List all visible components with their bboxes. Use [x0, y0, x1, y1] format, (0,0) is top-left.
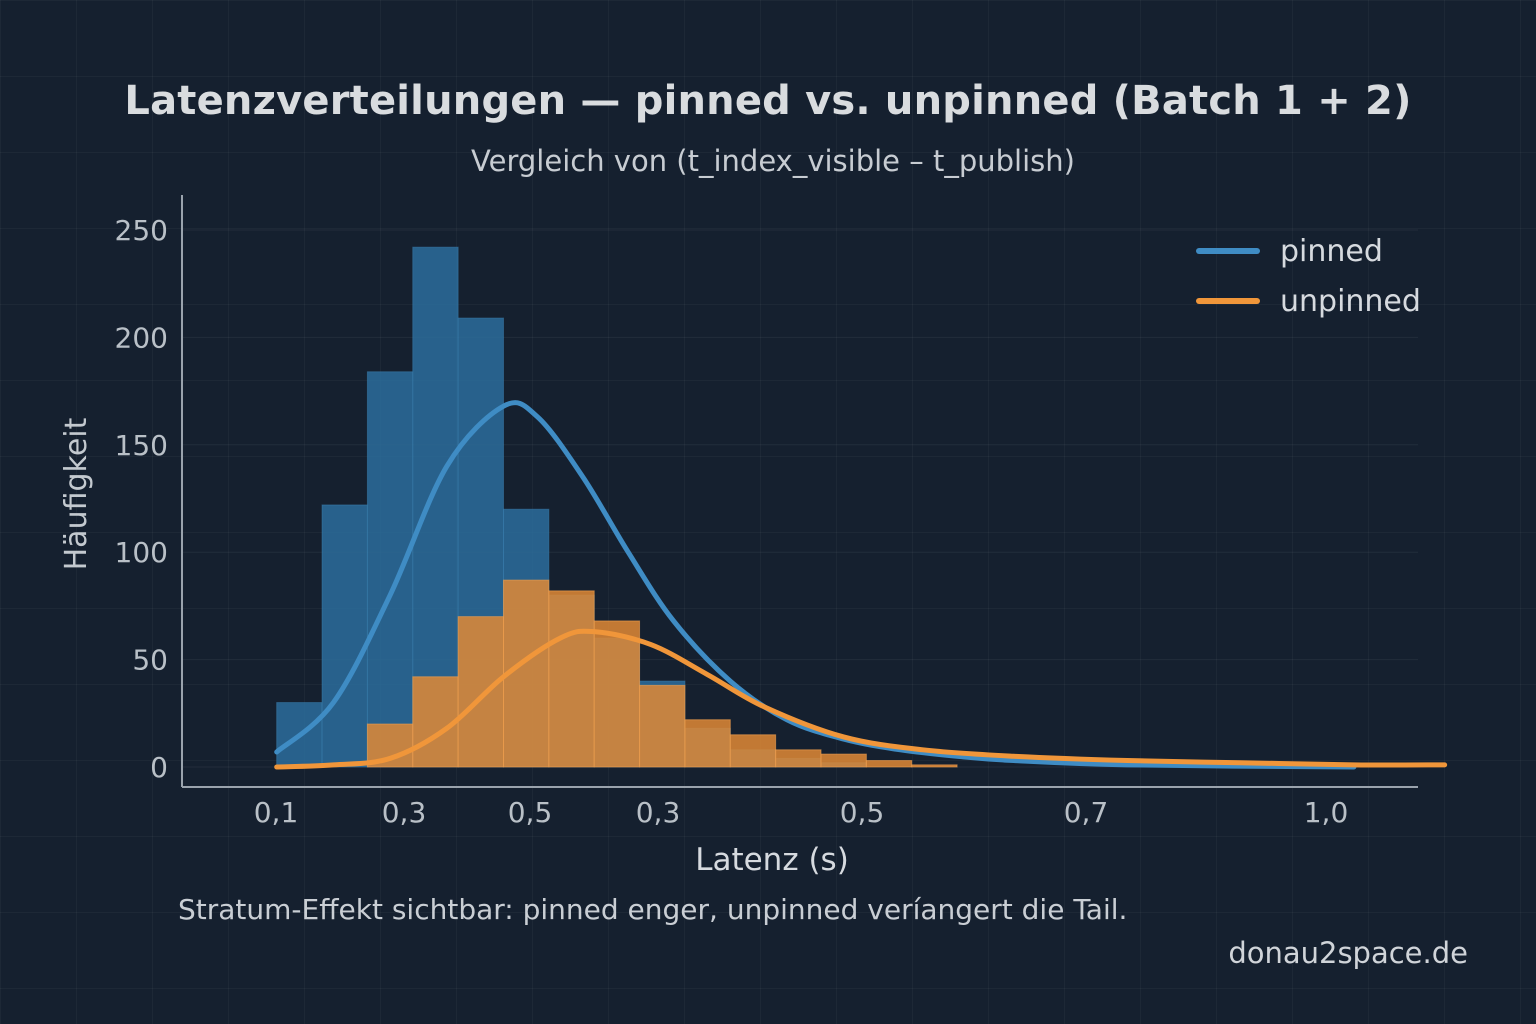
bar-unpinned — [593, 620, 641, 768]
axes — [181, 195, 1418, 788]
curve-pinned — [274, 400, 1357, 770]
x-tick-label: 0,1 — [254, 796, 299, 829]
legend-swatch-pinned — [1196, 248, 1260, 254]
bar-unpinned — [820, 753, 867, 768]
legend-item-unpinned: unpinned — [1196, 276, 1421, 326]
density-curves — [274, 400, 1448, 770]
source-credit: donau2space.de — [1228, 936, 1468, 970]
bar-unpinned — [775, 749, 822, 768]
y-tick-label: 0 — [150, 751, 168, 784]
y-tick-label: 250 — [115, 214, 168, 247]
bar-pinned — [366, 371, 414, 768]
legend-item-pinned: pinned — [1196, 226, 1421, 276]
bar-unpinned — [548, 590, 595, 768]
bar-unpinned — [639, 684, 686, 768]
x-tick-label: 0,3 — [636, 796, 681, 829]
footnote: Stratum-Effekt sichtbar: pinned enger, u… — [178, 893, 1128, 926]
chart-legend: pinned unpinned — [1196, 226, 1421, 326]
y-tick-label: 200 — [115, 321, 168, 354]
x-tick-label: 0,3 — [382, 796, 427, 829]
x-axis-label: Latenz (s) — [695, 842, 849, 878]
legend-swatch-unpinned — [1196, 298, 1260, 304]
x-tick-label: 0,5 — [508, 796, 553, 829]
tick-labels: 0 50 100 150 200 250 0,1 0,3 0,5 0,3 0,5 0,7 1,0 — [115, 214, 1349, 829]
chart-title: Latenzverteilungen — pinned vs. unpinned… — [124, 78, 1412, 124]
chart-subtitle: Vergleich von (t_index_visible – t_publi… — [471, 144, 1075, 178]
x-tick-label: 1,0 — [1304, 796, 1349, 829]
bar-unpinned — [865, 760, 913, 768]
y-tick-label: 100 — [115, 536, 168, 569]
bar-unpinned — [684, 719, 731, 768]
curve-unpinned — [274, 628, 1448, 770]
bar-unpinned — [911, 764, 958, 768]
bar-unpinned — [457, 616, 504, 768]
x-tick-label: 0,5 — [840, 796, 885, 829]
legend-label-unpinned: unpinned — [1280, 283, 1421, 319]
unpinned-bars — [366, 579, 958, 768]
y-axis-label: Häufigkeit — [59, 417, 94, 570]
bar-pinned — [321, 504, 368, 768]
y-tick-label: 50 — [132, 644, 168, 677]
legend-label-pinned: pinned — [1280, 233, 1383, 269]
y-tick-label: 150 — [115, 429, 168, 462]
bar-unpinned — [729, 734, 777, 768]
x-tick-label: 0,7 — [1064, 796, 1109, 829]
